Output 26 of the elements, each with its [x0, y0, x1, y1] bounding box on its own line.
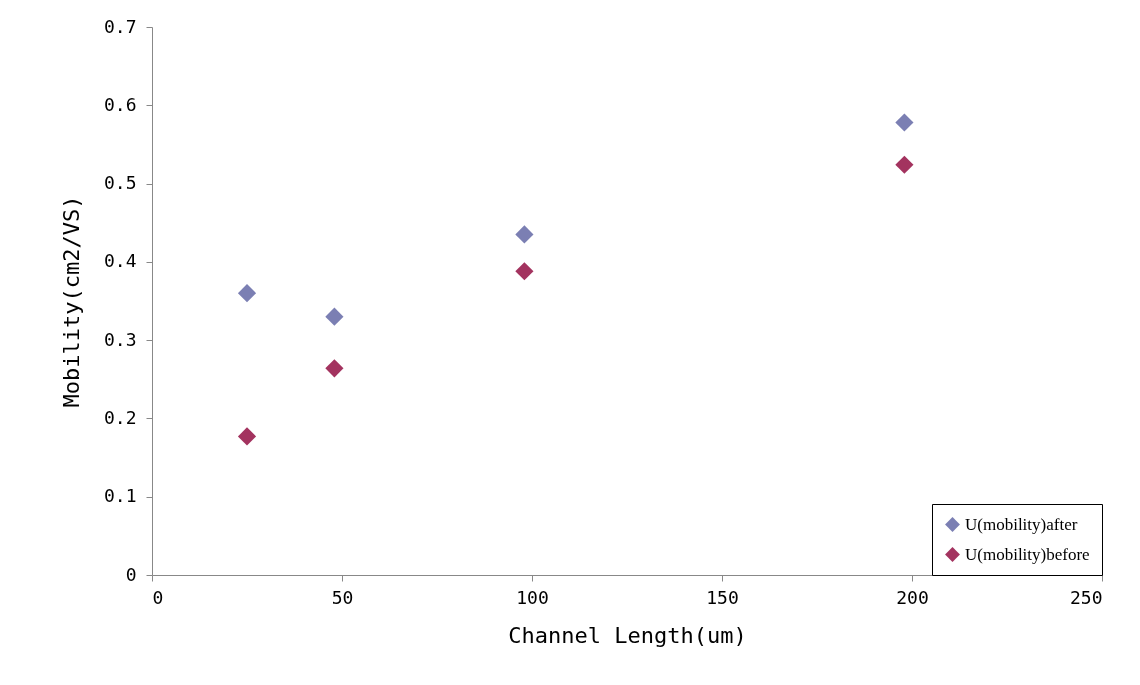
legend-label: U(mobility)before [965, 544, 1090, 564]
y-tick-label: 0.5 [103, 172, 137, 194]
x-tick-label: 150 [706, 586, 739, 608]
y-tick-label: 0.2 [103, 406, 137, 428]
legend-label: U(mobility)after [965, 514, 1078, 534]
point [325, 307, 344, 326]
point [895, 155, 914, 174]
y-tick-label: 0 [125, 563, 137, 585]
point [515, 225, 534, 244]
x-tick-label: 100 [516, 586, 549, 608]
y-tick-label: 0.6 [103, 93, 137, 115]
y-axis-title: Mobility(cm2/VS) [58, 195, 84, 408]
x-axis-title: Channel Length(um) [508, 622, 747, 648]
y-tick-label: 0.7 [103, 15, 137, 37]
x-tick-label: 250 [1069, 586, 1103, 608]
y-tick-label: 0.4 [103, 250, 137, 272]
x-tick-label: 200 [896, 586, 929, 608]
y-tick-label: 0.1 [103, 485, 137, 507]
x-tick-label: 0 [152, 586, 164, 608]
point [895, 113, 914, 132]
point [515, 262, 534, 281]
point [325, 359, 344, 378]
y-tick-label: 0.3 [103, 328, 137, 350]
point [237, 427, 257, 446]
point [237, 284, 257, 303]
x-tick-label: 50 [331, 586, 354, 608]
